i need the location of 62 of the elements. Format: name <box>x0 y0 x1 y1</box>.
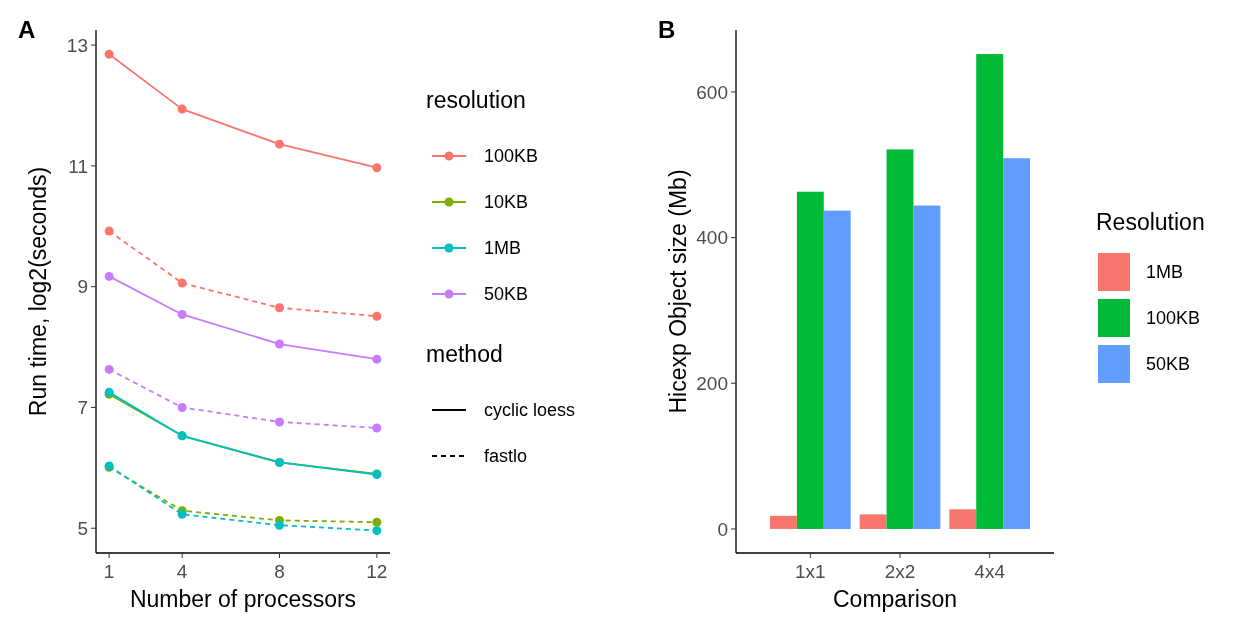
text: fastlo <box>484 446 528 467</box>
point <box>104 271 114 281</box>
bar <box>976 54 1004 529</box>
point <box>275 520 285 530</box>
point <box>177 278 187 288</box>
point <box>275 303 285 313</box>
point <box>275 139 285 149</box>
y-tick-label: 0 <box>717 518 728 540</box>
bar <box>1003 158 1031 529</box>
y-tick-label: 5 <box>77 517 88 539</box>
y-tick-label: 400 <box>696 227 728 249</box>
point <box>104 49 114 59</box>
legend-label: 10KB <box>484 192 529 213</box>
bar <box>949 509 977 529</box>
x-tick-label: 8 <box>274 561 285 582</box>
point <box>177 309 187 319</box>
y-tick-label: 9 <box>77 276 88 298</box>
bar <box>823 210 851 529</box>
text: method <box>426 341 503 367</box>
y-tick-label: 13 <box>66 34 88 56</box>
point <box>177 402 187 412</box>
x-tick-label: 2x2 <box>884 561 916 582</box>
point <box>372 354 382 364</box>
x-tick-label: 1x1 <box>795 561 826 582</box>
legend-label: 100KB <box>484 146 539 167</box>
point <box>372 517 382 527</box>
y-tick-label: 600 <box>696 81 728 103</box>
point <box>372 163 382 173</box>
chart-title: B <box>658 16 676 43</box>
point <box>177 104 187 114</box>
bar <box>913 205 941 529</box>
legend-title: resolution <box>426 87 526 113</box>
point <box>372 526 382 536</box>
legend-label: 1MB <box>484 238 522 259</box>
legend-label: 50KB <box>484 284 529 305</box>
bar <box>859 514 887 529</box>
x-tick-label: 4x4 <box>974 561 1006 582</box>
bar <box>886 149 914 529</box>
y-axis-title: Hicexp Object size (Mb) <box>665 169 691 414</box>
point <box>104 364 114 374</box>
point <box>372 423 382 433</box>
x-tick-label: 1 <box>103 561 115 582</box>
legend-label: 100KB <box>1146 308 1201 329</box>
point <box>275 417 285 427</box>
y-tick-label: 11 <box>68 155 88 177</box>
bar <box>796 191 824 529</box>
x-axis-title: Number of processors <box>129 586 357 612</box>
legend-title: Resolution <box>1096 209 1205 235</box>
text: cyclic loess <box>484 400 576 421</box>
x-axis-title: Comparison <box>833 586 957 612</box>
legend-label: 1MB <box>1146 262 1184 283</box>
point <box>275 339 285 349</box>
x-tick-label: 4 <box>176 561 188 582</box>
y-tick-label: 200 <box>696 372 728 394</box>
y-tick-label: 7 <box>77 397 88 419</box>
point <box>104 226 114 236</box>
point <box>372 311 382 321</box>
x-tick-label: 12 <box>366 561 388 582</box>
legend-label: 50KB <box>1146 354 1191 375</box>
chart-title: A <box>18 16 36 43</box>
bar <box>769 515 797 529</box>
y-axis-title: Run time, log2(seconds) <box>25 166 51 417</box>
